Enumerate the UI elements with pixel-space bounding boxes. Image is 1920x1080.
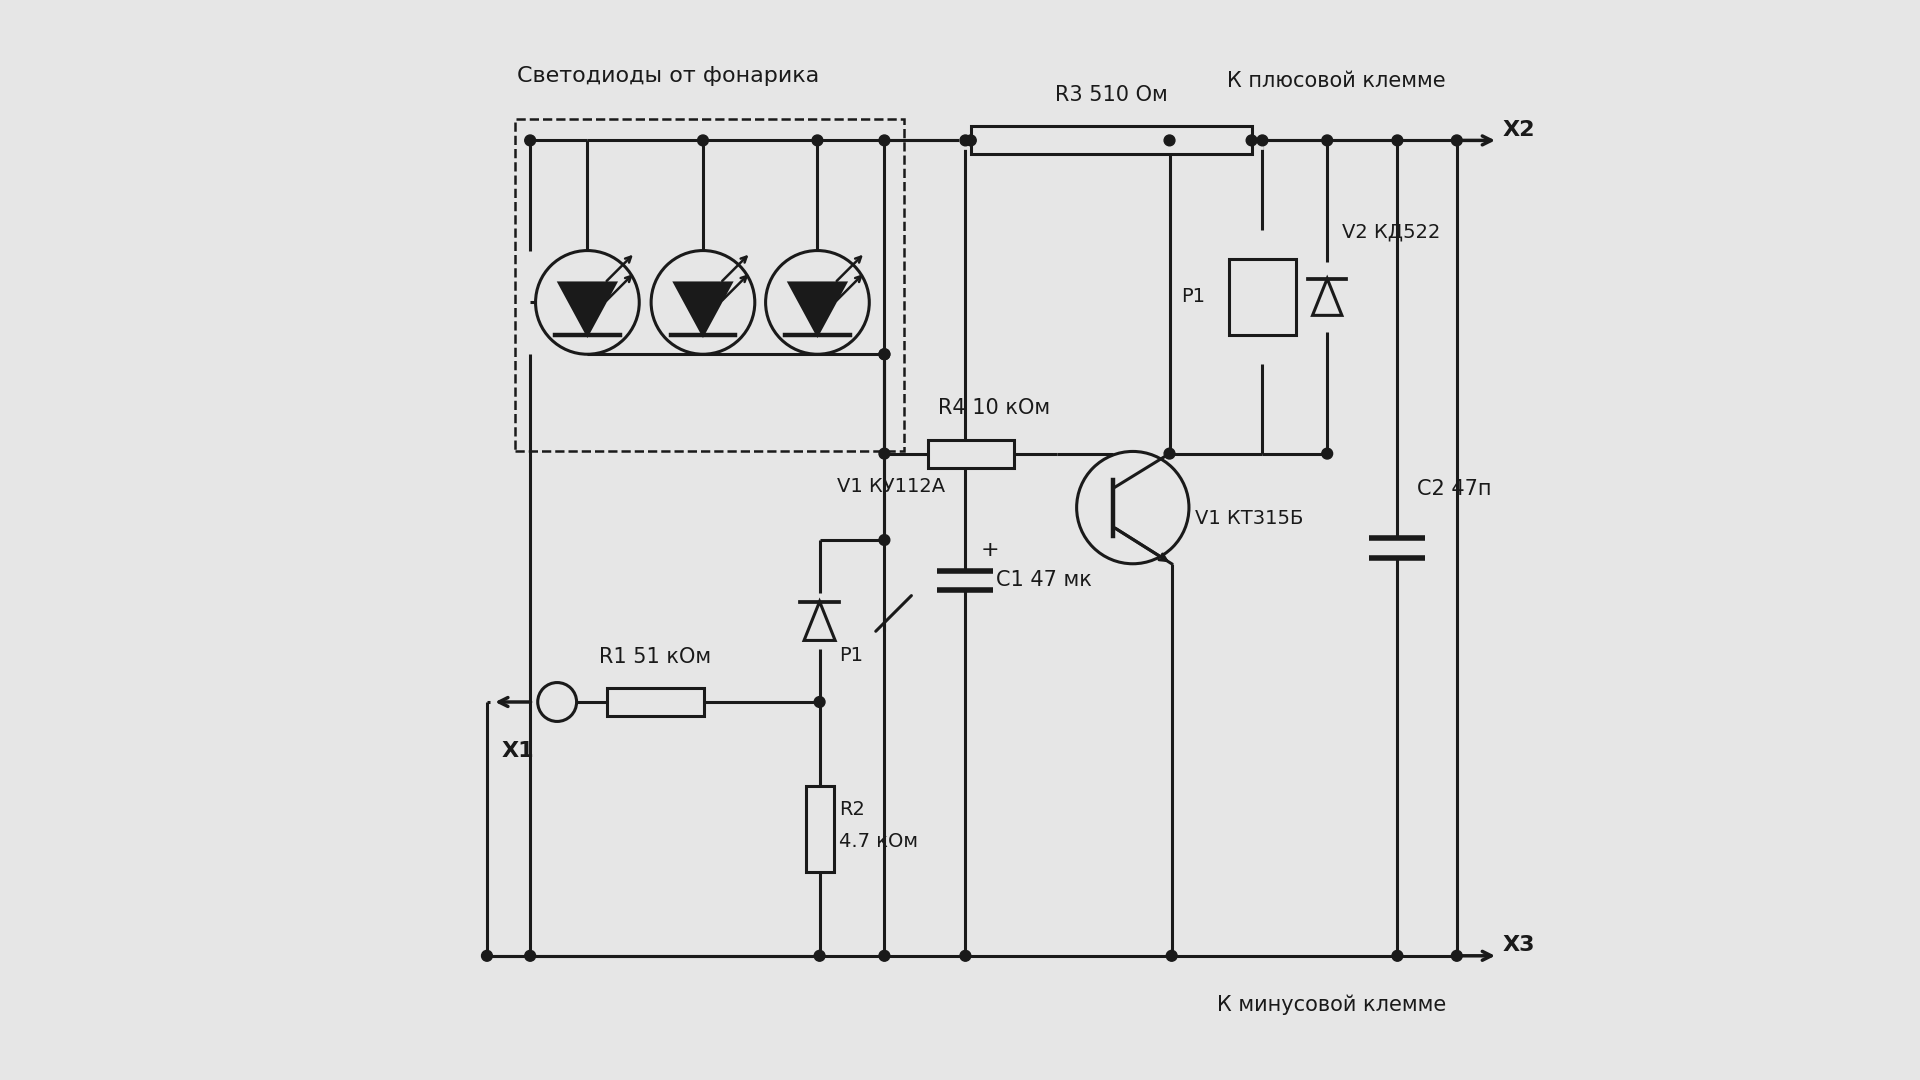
Text: R4 10 кОм: R4 10 кОм <box>939 399 1050 418</box>
Circle shape <box>538 683 576 721</box>
Text: P1: P1 <box>1181 287 1206 307</box>
Circle shape <box>879 349 889 360</box>
Circle shape <box>814 697 826 707</box>
Text: R3 510 Ом: R3 510 Ом <box>1054 85 1167 105</box>
Circle shape <box>1077 451 1188 564</box>
Polygon shape <box>789 283 845 335</box>
Circle shape <box>966 135 975 146</box>
Text: 4.7 кОм: 4.7 кОм <box>839 833 918 851</box>
Polygon shape <box>1313 279 1342 315</box>
Circle shape <box>960 950 972 961</box>
Text: Х1: Х1 <box>501 741 534 760</box>
Circle shape <box>482 950 492 961</box>
Text: V1 КТ315Б: V1 КТ315Б <box>1196 509 1304 528</box>
Text: C2 47п: C2 47п <box>1417 478 1492 499</box>
Circle shape <box>1258 135 1267 146</box>
Circle shape <box>1392 135 1404 146</box>
Text: C1 47 мк: C1 47 мк <box>996 570 1091 591</box>
Bar <box>1229 259 1296 335</box>
Circle shape <box>766 251 870 354</box>
Bar <box>607 688 705 716</box>
Circle shape <box>1452 135 1463 146</box>
Circle shape <box>879 135 889 146</box>
Circle shape <box>960 135 972 146</box>
Circle shape <box>879 950 889 961</box>
Bar <box>806 786 833 873</box>
Bar <box>515 119 904 451</box>
Circle shape <box>1165 950 1177 961</box>
Polygon shape <box>559 283 616 335</box>
Circle shape <box>1321 135 1332 146</box>
Circle shape <box>1164 135 1175 146</box>
Circle shape <box>1392 950 1404 961</box>
Polygon shape <box>804 602 835 640</box>
Circle shape <box>879 535 889 545</box>
Circle shape <box>1164 448 1175 459</box>
Text: Светодиоды от фонарика: Светодиоды от фонарика <box>516 66 820 85</box>
Text: К минусовой клемме: К минусовой клемме <box>1217 995 1446 1014</box>
Circle shape <box>536 251 639 354</box>
Circle shape <box>524 135 536 146</box>
Bar <box>927 440 1014 468</box>
Text: К плюсовой клемме: К плюсовой клемме <box>1227 71 1446 91</box>
Circle shape <box>524 950 536 961</box>
Circle shape <box>651 251 755 354</box>
Circle shape <box>814 950 826 961</box>
Circle shape <box>1452 950 1463 961</box>
Text: P1: P1 <box>839 646 862 664</box>
Circle shape <box>812 135 824 146</box>
Text: V2 КД522: V2 КД522 <box>1342 222 1440 242</box>
Text: +: + <box>981 540 998 561</box>
Circle shape <box>879 448 889 459</box>
Circle shape <box>879 349 889 360</box>
Bar <box>972 126 1252 154</box>
Text: V1 КУ112А: V1 КУ112А <box>837 476 945 496</box>
Circle shape <box>1246 135 1258 146</box>
Circle shape <box>1321 448 1332 459</box>
Polygon shape <box>676 283 732 335</box>
Text: Х2: Х2 <box>1501 120 1534 139</box>
Text: R1 51 кОм: R1 51 кОм <box>599 647 712 666</box>
Text: Х3: Х3 <box>1501 935 1534 955</box>
Text: R2: R2 <box>839 800 864 819</box>
Circle shape <box>697 135 708 146</box>
